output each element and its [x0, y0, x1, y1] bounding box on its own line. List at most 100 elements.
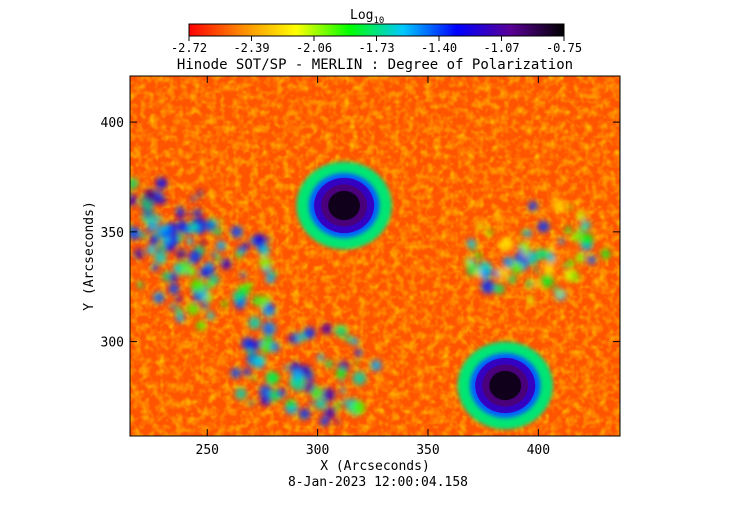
plage-patch	[514, 252, 526, 264]
plage-patch	[528, 256, 538, 265]
plage-patch	[339, 379, 344, 384]
plage-patch	[469, 258, 475, 264]
timestamp: 8-Jan-2023 12:00:04.158	[288, 475, 468, 490]
plage-patch	[494, 214, 503, 223]
plage-patch	[190, 196, 196, 202]
colorbar-tick-label: -1.73	[358, 41, 394, 55]
plage-patch	[312, 387, 323, 398]
plage-patch	[157, 196, 167, 205]
plage-patch	[303, 327, 316, 339]
plage-patch	[496, 267, 508, 279]
colorbar-tick-label: -2.72	[171, 41, 207, 55]
plage-patch	[266, 371, 280, 385]
plage-patch	[106, 199, 115, 208]
x-tick-label: 300	[306, 443, 329, 458]
plage-patch	[342, 398, 347, 404]
plage-patch	[150, 234, 159, 244]
plage-patch	[494, 283, 505, 295]
plage-patch	[252, 233, 267, 248]
plage-patch	[269, 342, 280, 353]
plage-patch	[193, 208, 203, 218]
plage-patch	[241, 337, 255, 350]
plage-patch	[133, 248, 145, 260]
plage-patch	[216, 240, 226, 251]
plage-patch	[260, 394, 272, 406]
plage-patch	[173, 263, 184, 273]
plage-patch	[575, 252, 586, 263]
plage-patch	[188, 221, 200, 233]
plage-patch	[240, 272, 246, 278]
plage-patch	[567, 260, 575, 267]
plage-patch	[259, 385, 272, 398]
plage-region	[106, 177, 222, 289]
plage-patch	[155, 177, 168, 190]
plage-patch	[567, 205, 573, 210]
plage-patch	[486, 229, 493, 236]
plage-patch	[187, 211, 192, 216]
plage-patch	[130, 178, 139, 190]
plage-patch	[351, 400, 365, 415]
y-axis: 300 350 400	[101, 116, 620, 351]
plage-patch	[340, 387, 346, 394]
plage-patch	[524, 229, 532, 238]
plage-region	[463, 198, 611, 304]
colorbar-tick-label: -2.06	[296, 41, 332, 55]
plage-patch	[370, 359, 382, 371]
plage-patch	[221, 300, 228, 308]
plage-patch	[248, 400, 254, 406]
plage-patch	[317, 354, 325, 361]
plage-patch	[548, 244, 556, 251]
plage-patch	[266, 237, 271, 242]
plage-patch	[258, 256, 272, 270]
plage-patch	[218, 218, 224, 225]
y-axis-label: Y (Arcseconds)	[82, 201, 97, 311]
plage-patch	[146, 245, 156, 255]
plage-patch	[184, 261, 190, 267]
colorbar-tick-label: -1.40	[421, 41, 457, 55]
plage-patch	[314, 398, 327, 410]
plage-patch	[186, 265, 192, 271]
sunspot-ring	[328, 190, 360, 221]
plage-patch	[528, 201, 538, 211]
plage-patch	[466, 238, 476, 248]
plage-patch	[141, 234, 146, 239]
plage-patch	[186, 303, 199, 316]
sunspot	[457, 341, 553, 430]
plage-patch	[345, 335, 353, 343]
plage-patch	[261, 343, 272, 354]
plage-patch	[241, 242, 250, 251]
plage-patch	[254, 357, 265, 369]
plage-patch	[161, 224, 168, 232]
plage-patch	[230, 367, 242, 379]
plage-patch	[510, 261, 523, 274]
plage-patch	[321, 323, 333, 335]
plage-patch	[215, 255, 221, 261]
plage-patch	[479, 270, 490, 280]
plage-patch	[155, 215, 162, 222]
plage-patch	[190, 278, 205, 293]
plage-patch	[351, 337, 359, 346]
y-tick-label: 400	[101, 116, 124, 131]
plage-patch	[151, 263, 159, 271]
plage-patch	[354, 349, 363, 357]
plage-patch	[563, 270, 573, 280]
plage-patch	[287, 333, 298, 344]
sunspot-ring	[489, 370, 522, 401]
plage-patch	[352, 371, 367, 386]
plage-patch	[335, 367, 347, 379]
plage-patch	[114, 240, 124, 250]
plage-patch	[475, 253, 482, 260]
plage-patch	[188, 250, 201, 263]
plage-patch	[143, 188, 157, 203]
heatmap-features	[106, 161, 611, 430]
y-tick-label: 300	[101, 336, 124, 351]
plage-patch	[580, 233, 594, 246]
plage-patch	[475, 222, 485, 231]
colorbar: Log10 -2.72 -2.39 -2.06 -1.73 -1.40 -1.07 -0.7…	[171, 8, 582, 55]
plage-patch	[146, 227, 152, 233]
plage-patch	[107, 184, 120, 197]
plage-patch	[544, 264, 555, 275]
plage-patch	[168, 283, 180, 295]
plage-patch	[527, 295, 535, 304]
